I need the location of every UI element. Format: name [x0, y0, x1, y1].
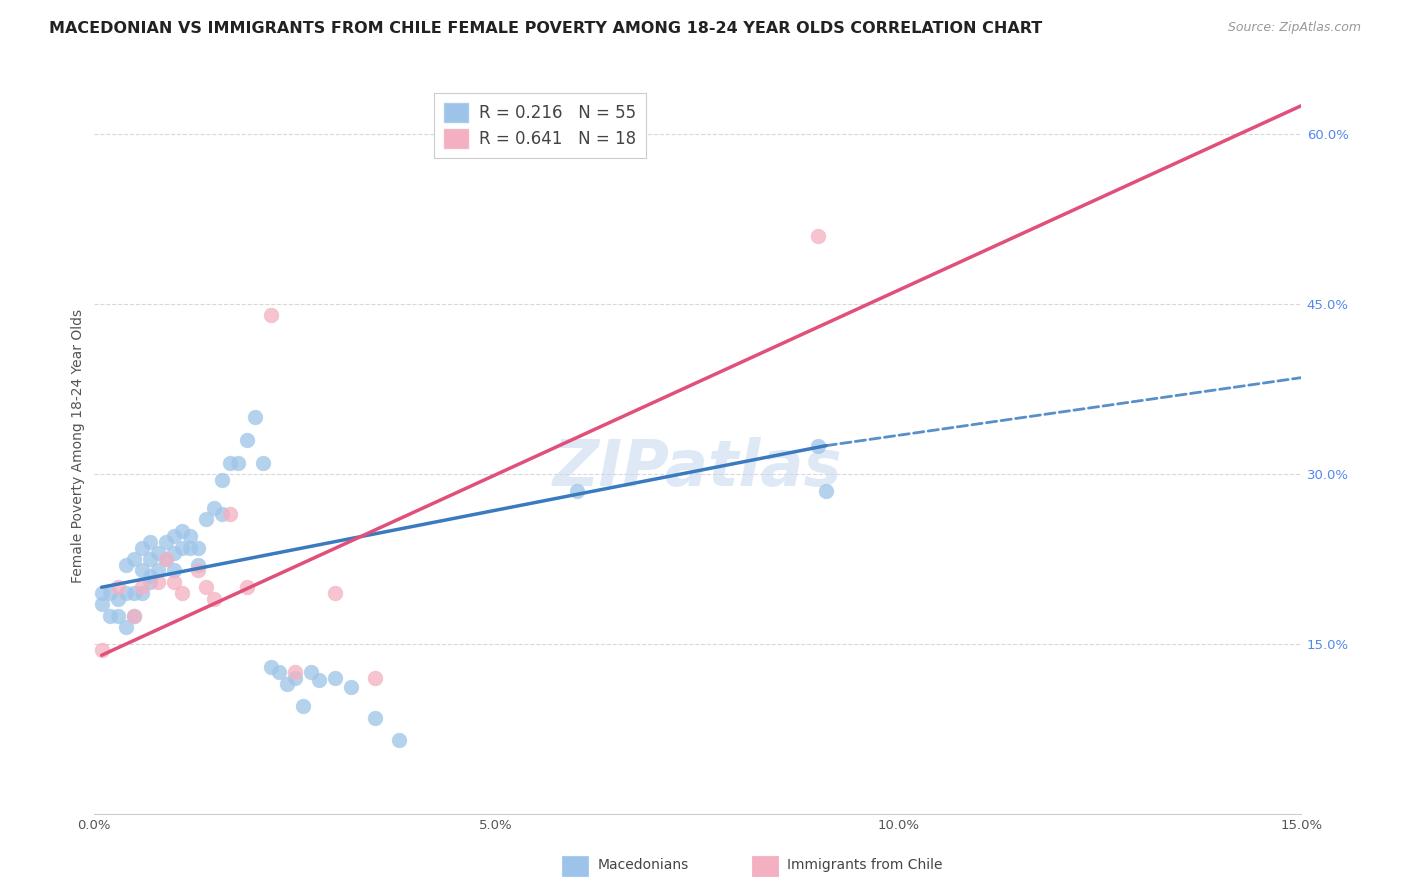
- Point: [187, 541, 209, 555]
- Point: [179, 529, 201, 543]
- Legend: R = 0.216   N = 55, R = 0.641   N = 18: R = 0.216 N = 55, R = 0.641 N = 18: [434, 93, 647, 158]
- Point: [114, 586, 136, 600]
- Point: [388, 733, 411, 747]
- Point: [308, 673, 330, 688]
- Point: [90, 642, 112, 657]
- Point: [276, 676, 298, 690]
- Point: [98, 586, 121, 600]
- Text: Source: ZipAtlas.com: Source: ZipAtlas.com: [1227, 21, 1361, 35]
- Point: [131, 580, 153, 594]
- Point: [90, 597, 112, 611]
- Point: [122, 608, 145, 623]
- Point: [107, 608, 129, 623]
- Point: [122, 552, 145, 566]
- Point: [90, 586, 112, 600]
- Point: [146, 574, 169, 589]
- Point: [163, 563, 186, 577]
- Point: [163, 574, 186, 589]
- Point: [139, 569, 162, 583]
- Point: [139, 574, 162, 589]
- Point: [155, 552, 177, 566]
- Point: [195, 580, 218, 594]
- Point: [235, 580, 257, 594]
- Point: [299, 665, 322, 680]
- Point: [146, 563, 169, 577]
- Point: [122, 608, 145, 623]
- Point: [114, 620, 136, 634]
- Point: [323, 671, 346, 685]
- Point: [807, 229, 830, 244]
- Point: [364, 671, 387, 685]
- Text: Immigrants from Chile: Immigrants from Chile: [787, 858, 943, 872]
- Point: [172, 586, 194, 600]
- Point: [235, 433, 257, 447]
- Point: [260, 659, 283, 673]
- Point: [98, 608, 121, 623]
- Point: [252, 456, 274, 470]
- Point: [107, 591, 129, 606]
- Point: [155, 535, 177, 549]
- Point: [163, 529, 186, 543]
- Point: [172, 541, 194, 555]
- Point: [815, 483, 838, 498]
- Point: [139, 552, 162, 566]
- Point: [219, 507, 242, 521]
- Point: [187, 558, 209, 572]
- Point: [284, 671, 307, 685]
- Point: [211, 507, 233, 521]
- Point: [228, 456, 250, 470]
- Point: [284, 665, 307, 680]
- Text: ZIPatlas: ZIPatlas: [553, 437, 842, 499]
- Point: [202, 500, 225, 515]
- Point: [187, 563, 209, 577]
- Point: [340, 680, 363, 694]
- Point: [219, 456, 242, 470]
- Point: [122, 586, 145, 600]
- Point: [172, 524, 194, 538]
- Y-axis label: Female Poverty Among 18-24 Year Olds: Female Poverty Among 18-24 Year Olds: [72, 309, 86, 582]
- Point: [179, 541, 201, 555]
- Point: [131, 586, 153, 600]
- Point: [260, 309, 283, 323]
- Point: [323, 586, 346, 600]
- Point: [243, 410, 266, 425]
- Point: [146, 546, 169, 560]
- Point: [163, 546, 186, 560]
- Point: [202, 591, 225, 606]
- Point: [139, 535, 162, 549]
- Point: [364, 710, 387, 724]
- Point: [107, 580, 129, 594]
- Point: [131, 541, 153, 555]
- Point: [807, 439, 830, 453]
- Point: [291, 699, 314, 714]
- Point: [155, 552, 177, 566]
- Point: [267, 665, 290, 680]
- Point: [211, 473, 233, 487]
- Point: [114, 558, 136, 572]
- Point: [565, 483, 588, 498]
- Point: [195, 512, 218, 526]
- Point: [131, 563, 153, 577]
- Text: MACEDONIAN VS IMMIGRANTS FROM CHILE FEMALE POVERTY AMONG 18-24 YEAR OLDS CORRELA: MACEDONIAN VS IMMIGRANTS FROM CHILE FEMA…: [49, 21, 1042, 37]
- Text: Macedonians: Macedonians: [598, 858, 689, 872]
